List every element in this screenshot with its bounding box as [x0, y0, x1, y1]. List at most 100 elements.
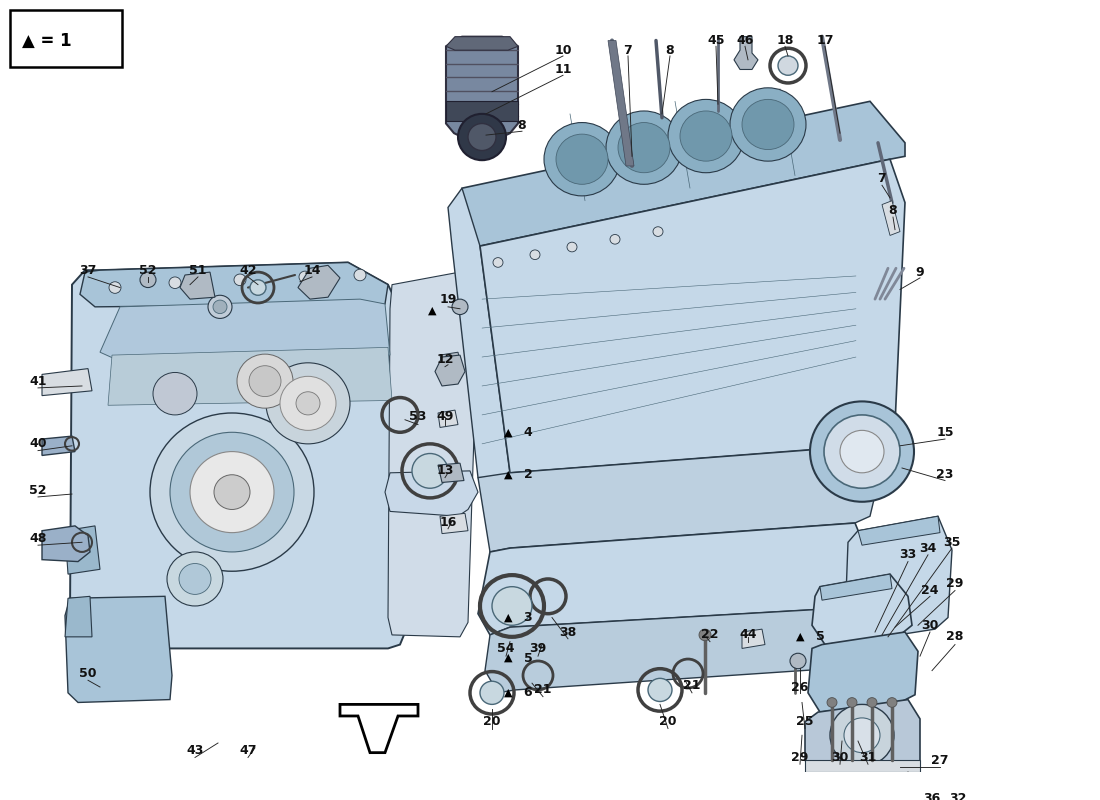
Circle shape — [844, 718, 880, 753]
Text: 47: 47 — [240, 744, 256, 758]
Circle shape — [610, 234, 620, 244]
Polygon shape — [108, 347, 392, 406]
Polygon shape — [42, 369, 92, 396]
Text: 24: 24 — [922, 584, 938, 597]
Polygon shape — [446, 102, 518, 121]
Text: 26: 26 — [791, 681, 808, 694]
Text: 35: 35 — [944, 536, 960, 549]
Text: 5: 5 — [524, 651, 532, 665]
Circle shape — [214, 474, 250, 510]
Circle shape — [618, 122, 670, 173]
Circle shape — [480, 682, 504, 704]
Circle shape — [847, 698, 857, 707]
Text: 39: 39 — [529, 642, 547, 655]
Circle shape — [208, 295, 232, 318]
Polygon shape — [388, 270, 478, 637]
Polygon shape — [805, 760, 920, 772]
Text: 45: 45 — [707, 34, 725, 47]
Text: 49: 49 — [437, 410, 453, 423]
Polygon shape — [440, 514, 467, 534]
Text: 14: 14 — [304, 264, 321, 277]
Circle shape — [190, 451, 274, 533]
Polygon shape — [845, 516, 952, 642]
Polygon shape — [65, 596, 172, 702]
Circle shape — [810, 402, 914, 502]
Text: 21: 21 — [683, 678, 701, 691]
Polygon shape — [42, 526, 90, 562]
Text: 42: 42 — [240, 264, 256, 277]
Circle shape — [354, 270, 366, 281]
Text: 41: 41 — [30, 374, 46, 388]
Circle shape — [830, 704, 894, 766]
Text: 50: 50 — [79, 667, 97, 680]
Polygon shape — [70, 262, 408, 649]
Circle shape — [266, 363, 350, 444]
Polygon shape — [340, 704, 418, 753]
Text: 25: 25 — [796, 715, 814, 728]
Text: 30: 30 — [832, 751, 849, 764]
Polygon shape — [298, 266, 340, 299]
Polygon shape — [446, 37, 518, 50]
Circle shape — [742, 99, 794, 150]
Circle shape — [280, 376, 336, 430]
Text: 11: 11 — [554, 63, 572, 76]
Circle shape — [412, 454, 448, 488]
Text: 19: 19 — [439, 293, 456, 306]
Circle shape — [234, 274, 246, 286]
Text: e ferrari: e ferrari — [120, 603, 299, 646]
Polygon shape — [882, 201, 900, 235]
Circle shape — [299, 271, 311, 282]
Text: 8: 8 — [889, 204, 898, 217]
Circle shape — [150, 413, 314, 571]
Polygon shape — [434, 355, 465, 386]
Text: 6: 6 — [524, 686, 532, 699]
Polygon shape — [608, 41, 634, 166]
Text: 51: 51 — [189, 264, 207, 277]
Circle shape — [566, 242, 578, 252]
Polygon shape — [478, 446, 878, 552]
Text: 28: 28 — [946, 630, 964, 643]
Circle shape — [452, 299, 468, 314]
Text: ▲: ▲ — [504, 653, 513, 663]
Circle shape — [778, 56, 798, 75]
FancyBboxPatch shape — [10, 10, 122, 66]
Polygon shape — [180, 272, 214, 299]
Circle shape — [468, 123, 496, 150]
Text: 46: 46 — [736, 34, 754, 47]
Text: 52: 52 — [30, 484, 46, 497]
Circle shape — [668, 99, 744, 173]
Circle shape — [827, 698, 837, 707]
Text: 33: 33 — [900, 548, 916, 562]
Circle shape — [109, 282, 121, 294]
Circle shape — [544, 122, 620, 196]
Text: ▲: ▲ — [504, 470, 513, 480]
Text: 32: 32 — [949, 793, 967, 800]
Text: 15: 15 — [936, 426, 954, 438]
Text: 40: 40 — [30, 438, 46, 450]
Text: 8: 8 — [518, 119, 526, 132]
Text: 7: 7 — [878, 172, 887, 185]
Text: 30: 30 — [922, 618, 938, 632]
Circle shape — [530, 250, 540, 259]
Text: 52: 52 — [140, 264, 156, 277]
Polygon shape — [808, 632, 918, 712]
Polygon shape — [812, 574, 912, 645]
Circle shape — [824, 415, 900, 488]
Text: 17: 17 — [816, 34, 834, 47]
Circle shape — [887, 698, 896, 707]
Text: 3: 3 — [524, 611, 532, 624]
Text: 4: 4 — [524, 426, 532, 438]
Polygon shape — [805, 699, 920, 772]
Circle shape — [458, 114, 506, 160]
Circle shape — [170, 432, 294, 552]
Circle shape — [140, 272, 156, 287]
Polygon shape — [485, 608, 862, 693]
Text: 48: 48 — [30, 532, 46, 545]
Polygon shape — [862, 430, 907, 478]
Circle shape — [493, 258, 503, 267]
Text: ▲: ▲ — [504, 688, 513, 698]
Polygon shape — [446, 37, 518, 137]
Polygon shape — [448, 188, 510, 478]
Circle shape — [867, 698, 877, 707]
Text: 43: 43 — [186, 744, 204, 758]
